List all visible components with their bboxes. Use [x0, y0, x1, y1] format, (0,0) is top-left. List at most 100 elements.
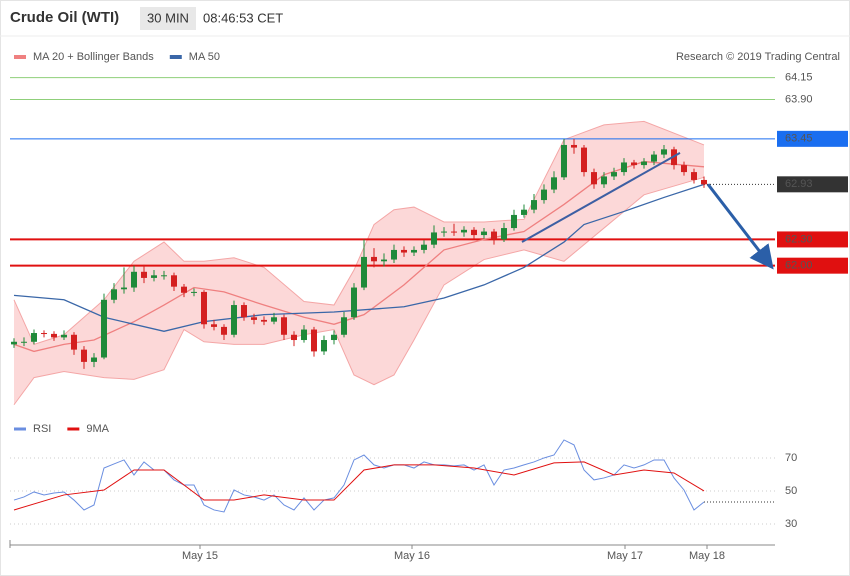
level-box — [777, 130, 848, 147]
candle-body — [171, 275, 177, 287]
legend-label: 9MA — [86, 423, 109, 435]
credit: Research © 2019 Trading Central — [676, 51, 840, 63]
ma-line — [13, 183, 705, 332]
candle-body — [521, 209, 527, 215]
candle-body — [301, 329, 307, 341]
candle-body — [271, 317, 277, 322]
candle-body — [161, 275, 167, 277]
bollinger-fill — [14, 121, 704, 405]
y-tick-label: 30 — [785, 518, 797, 530]
candle-body — [651, 154, 657, 162]
x-tick-label: May 15 — [182, 550, 218, 562]
candle-body — [321, 340, 327, 352]
candle-body — [681, 165, 687, 173]
x-tick-label: May 18 — [689, 550, 725, 562]
candle-body — [431, 232, 437, 245]
legend-label: MA 20 + Bollinger Bands — [33, 51, 154, 63]
candle-body — [131, 271, 137, 288]
candle-body — [231, 305, 237, 335]
time: 08:46:53 CET — [203, 10, 283, 25]
candle-body — [491, 231, 497, 240]
candle-body — [111, 289, 117, 300]
level-label: 63.90 — [785, 93, 813, 105]
candle-body — [501, 228, 507, 240]
candle-body — [381, 259, 387, 262]
candle-body — [661, 149, 667, 155]
candle-body — [261, 319, 267, 322]
level-label: 64.15 — [785, 72, 813, 84]
candle-body — [541, 189, 547, 201]
candle-body — [631, 162, 637, 166]
forecast-arrow — [706, 183, 774, 270]
candle-body — [701, 179, 707, 185]
candle-body — [151, 275, 157, 278]
candle-body — [401, 249, 407, 253]
candle-body — [411, 249, 417, 253]
price-panel: 64.15 63.90 63.45 62.93 62.30 62.00 MA 20 + Bo… — [10, 51, 848, 406]
candle-body — [391, 249, 397, 260]
candle-body — [251, 317, 257, 320]
candle-body — [361, 256, 367, 288]
legend-label: RSI — [33, 423, 51, 435]
legend-label: MA 50 — [189, 51, 220, 63]
level-label: 62.93 — [785, 178, 813, 190]
candle-body — [351, 287, 357, 318]
timeframe-box — [140, 7, 196, 30]
candle-body — [371, 256, 377, 262]
candle-body — [641, 161, 647, 166]
candle-body — [241, 305, 247, 318]
candle-body — [471, 229, 477, 236]
candle-body — [621, 162, 627, 173]
candle-body — [581, 147, 587, 173]
candle-body — [451, 231, 457, 233]
bollinger-lower — [13, 176, 705, 406]
candle-body — [311, 329, 317, 352]
candle-body — [31, 333, 37, 342]
candle-body — [561, 144, 567, 178]
candle-body — [571, 144, 577, 148]
candle-body — [41, 333, 47, 335]
candle-body — [461, 229, 467, 233]
candle-body — [11, 341, 17, 345]
y-tick-label: 70 — [785, 452, 797, 464]
candle-body — [551, 177, 557, 190]
candle-body — [201, 291, 207, 325]
level-label: 62.00 — [785, 260, 813, 272]
candle-body — [21, 341, 27, 343]
x-tick-label: May 16 — [394, 550, 430, 562]
candle-body — [61, 334, 67, 338]
timeframe: 30 MIN — [147, 10, 189, 25]
level-box — [777, 176, 848, 193]
candle-body — [101, 299, 107, 358]
indicator-line — [13, 461, 705, 511]
candle-body — [91, 357, 97, 362]
level-box — [777, 257, 848, 274]
y-tick-label: 50 — [785, 485, 797, 497]
candle-body — [141, 271, 147, 278]
candle-body — [121, 287, 127, 290]
candle-body — [421, 244, 427, 250]
level-label: 62.30 — [785, 233, 813, 245]
candle-body — [441, 231, 447, 233]
x-tick-label: May 17 — [607, 550, 643, 562]
ma-line — [13, 160, 705, 353]
candle-body — [531, 200, 537, 210]
candle-body — [691, 172, 697, 180]
candle-body — [511, 214, 517, 229]
indicator-line — [13, 439, 705, 513]
level-box — [777, 231, 848, 248]
candle-body — [51, 333, 57, 338]
candle-body — [591, 172, 597, 185]
candle-body — [181, 286, 187, 293]
candle-body — [341, 317, 347, 335]
candle-body — [71, 334, 77, 350]
candle-body — [601, 176, 607, 185]
candle-body — [481, 231, 487, 236]
rsi-panel: 30 50 70 May 15 May 16 May 17 May 18 RSI 9MA — [9, 423, 797, 562]
trendline — [521, 151, 681, 243]
level-label: 63.45 — [785, 133, 813, 145]
candle-body — [211, 324, 217, 327]
chart-title: Crude Oil (WTI) — [10, 9, 119, 26]
candle-body — [611, 172, 617, 177]
